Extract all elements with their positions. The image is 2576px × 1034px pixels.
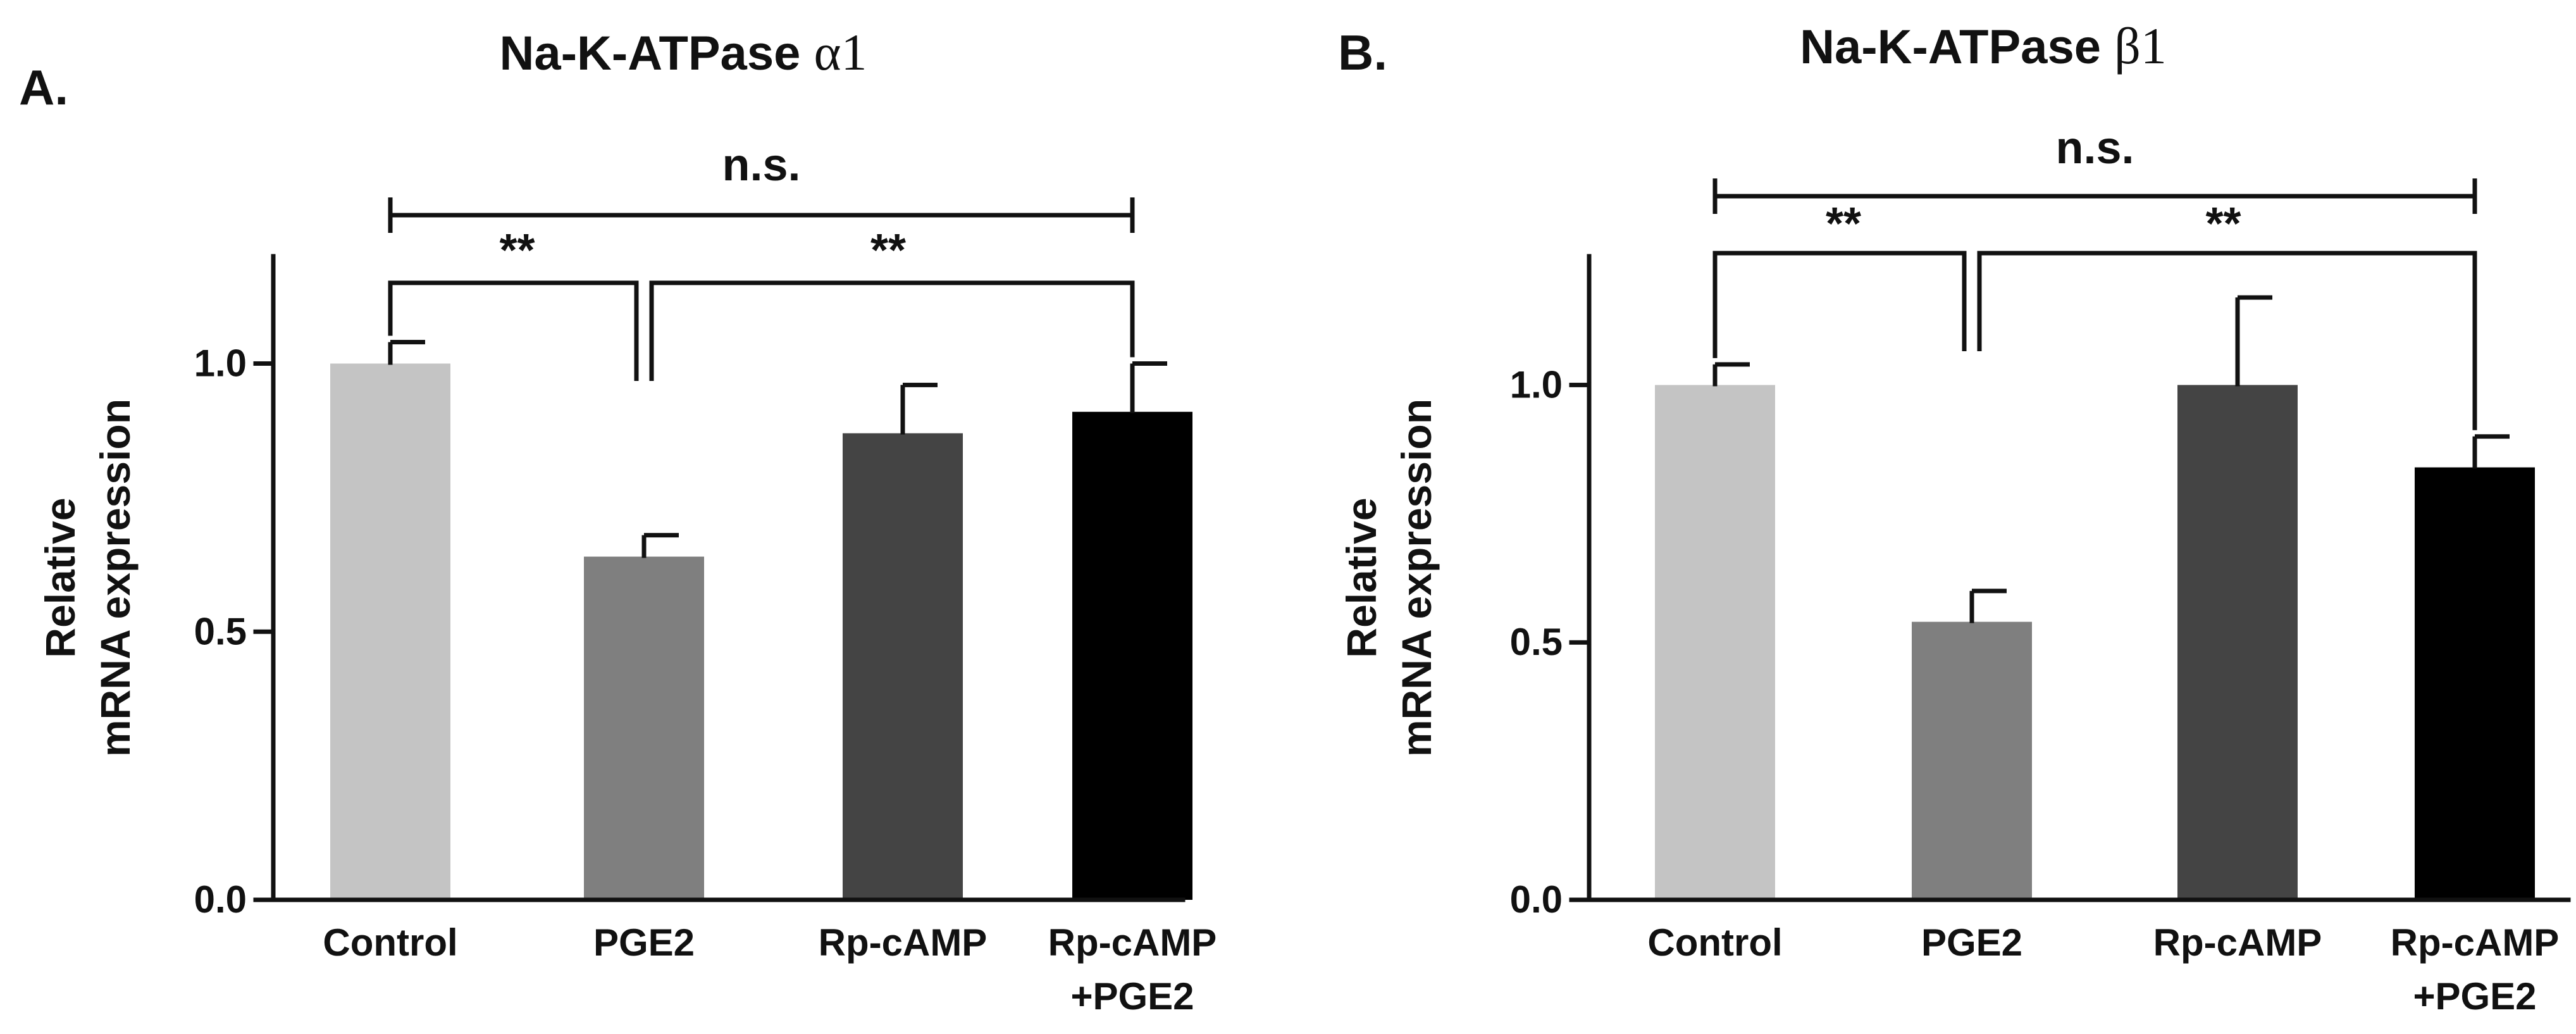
x-tick-label: Rp-cAMP: [1048, 921, 1217, 964]
significance-bracket-left: [1712, 251, 1967, 358]
bar: [2177, 385, 2298, 900]
panel-label: B.: [1338, 25, 1387, 80]
x-tick-label: PGE2: [593, 921, 695, 964]
x-tick-label: Rp-cAMP: [819, 921, 988, 964]
bar: [330, 363, 450, 900]
panel-b: B. Na-K-ATPase β1 Relative mRNA expression C…: [1338, 17, 2571, 1018]
significance-bracket-ns: [388, 197, 1135, 233]
panel-a: A. Na-K-ATPase α1 Relative mRNA expression C…: [19, 23, 1217, 1018]
significance-bracket-ns: [1712, 178, 2477, 214]
chart-title-main: Na-K-ATPase: [1800, 20, 2114, 74]
significance-bracket-right: [649, 280, 1135, 381]
bar: [1655, 385, 1775, 900]
significance-label: n.s.: [2055, 123, 2134, 173]
x-tick-label: Rp-cAMP: [2391, 921, 2560, 964]
significance-bracket-left: [388, 280, 639, 381]
y-tick-label: 0.0: [1510, 878, 1563, 921]
y-tick-label: 0.5: [194, 610, 247, 652]
y-axis-label-line: mRNA expression: [1393, 399, 1440, 757]
significance-label: n.s.: [722, 140, 800, 190]
y-tick-label: 0.5: [1510, 621, 1563, 663]
y-axis-label-line: mRNA expression: [92, 399, 139, 757]
bar: [2415, 467, 2535, 900]
significance-label: **: [1826, 199, 1861, 249]
y-tick-label: 1.0: [1510, 363, 1563, 406]
x-tick-label: +PGE2: [1070, 975, 1194, 1018]
significance-label: **: [2205, 199, 2241, 249]
significance-label: **: [499, 225, 535, 276]
chart-title-greek: α1: [814, 23, 867, 81]
chart-title-greek: β1: [2114, 17, 2167, 75]
bar: [1912, 621, 2032, 900]
y-axis-label-line: Relative: [37, 497, 84, 657]
bar: [843, 433, 963, 900]
x-tick-label: Control: [1647, 921, 1782, 964]
y-tick-label: 1.0: [194, 342, 247, 385]
bar: [1072, 411, 1192, 900]
panel-label: A.: [19, 59, 68, 115]
y-axis-label-line: Relative: [1338, 497, 1385, 657]
x-tick-label: +PGE2: [2413, 975, 2536, 1018]
chart-title: Na-K-ATPase β1: [1800, 17, 2167, 75]
x-tick-label: PGE2: [1921, 921, 2022, 964]
x-tick-label: Rp-cAMP: [2153, 921, 2322, 964]
y-tick-label: 0.0: [194, 878, 247, 921]
x-tick-label: Control: [323, 921, 457, 964]
significance-label: **: [870, 225, 906, 276]
bar: [584, 556, 704, 900]
significance-bracket-right: [1977, 251, 2477, 430]
chart-title: Na-K-ATPase α1: [500, 23, 867, 81]
chart-title-main: Na-K-ATPase: [500, 27, 814, 80]
